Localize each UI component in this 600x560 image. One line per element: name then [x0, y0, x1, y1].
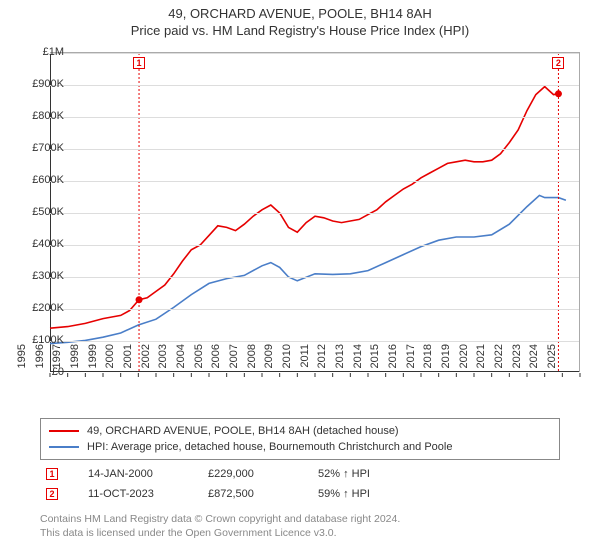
xtick-label: 2006 [210, 344, 222, 384]
legend-label: 49, ORCHARD AVENUE, POOLE, BH14 8AH (det… [87, 425, 399, 437]
chart-subtitle: Price paid vs. HM Land Registry's House … [0, 23, 600, 38]
transaction-marker: 2 [552, 57, 564, 69]
gridline-h [50, 245, 579, 246]
transaction-date: 14-JAN-2000 [88, 468, 208, 480]
xtick-label: 2007 [228, 344, 240, 384]
legend-box: 49, ORCHARD AVENUE, POOLE, BH14 8AH (det… [40, 418, 560, 460]
xtick-label: 2008 [246, 344, 258, 384]
xtick-label: 2001 [122, 344, 134, 384]
xtick-label: 2000 [104, 344, 116, 384]
footer-attribution: Contains HM Land Registry data © Crown c… [40, 512, 400, 540]
transaction-marker: 1 [133, 57, 145, 69]
xtick-label: 2024 [528, 344, 540, 384]
ytick-label: £300K [32, 270, 64, 282]
series-line-property [50, 87, 558, 329]
xtick-label: 2023 [511, 344, 523, 384]
xtick-label: 2017 [405, 344, 417, 384]
gridline-h [50, 309, 579, 310]
xtick-label: 2004 [175, 344, 187, 384]
footer-line-1: Contains HM Land Registry data © Crown c… [40, 512, 400, 526]
ytick-label: £900K [32, 78, 64, 90]
legend-row: HPI: Average price, detached house, Bour… [49, 439, 551, 455]
xtick-label: 2009 [263, 344, 275, 384]
transaction-row: 1 14-JAN-2000£229,00052% ↑ HPI [40, 464, 560, 484]
footer-line-2: This data is licensed under the Open Gov… [40, 526, 400, 540]
transaction-price: £872,500 [208, 488, 318, 500]
transaction-point [555, 90, 562, 97]
xtick-label: 1998 [69, 344, 81, 384]
xtick-label: 2021 [475, 344, 487, 384]
xtick-label: 2019 [440, 344, 452, 384]
ytick-label: £500K [32, 206, 64, 218]
xtick-label: 2003 [157, 344, 169, 384]
xtick-label: 2020 [458, 344, 470, 384]
chart-plot-area: 12 [50, 52, 580, 372]
xtick-label: 2018 [422, 344, 434, 384]
xtick-label: 1996 [34, 344, 46, 384]
transaction-date: 11-OCT-2023 [88, 488, 208, 500]
transaction-delta: 52% ↑ HPI [318, 468, 428, 480]
ytick-label: £200K [32, 302, 64, 314]
transaction-price: £229,000 [208, 468, 318, 480]
transaction-delta: 59% ↑ HPI [318, 488, 428, 500]
ytick-label: £700K [32, 142, 64, 154]
transaction-row-marker: 1 [46, 468, 58, 480]
xtick-label: 2013 [334, 344, 346, 384]
gridline-h [50, 85, 579, 86]
xtick-label: 1999 [87, 344, 99, 384]
xtick-label: 2011 [299, 344, 311, 384]
xtick-label: 2002 [140, 344, 152, 384]
gridline-h [50, 341, 579, 342]
gridline-h [50, 117, 579, 118]
xtick-label: 2015 [369, 344, 381, 384]
transaction-row: 2 11-OCT-2023£872,50059% ↑ HPI [40, 484, 560, 504]
ytick-label: £600K [32, 174, 64, 186]
legend-swatch [49, 430, 79, 432]
gridline-h [50, 213, 579, 214]
legend-swatch [49, 446, 79, 448]
gridline-h [50, 277, 579, 278]
xtick-label: 1995 [16, 344, 28, 384]
series-line-hpi [50, 195, 566, 343]
ytick-label: £800K [32, 110, 64, 122]
legend-label: HPI: Average price, detached house, Bour… [87, 441, 452, 453]
gridline-h [50, 53, 579, 54]
transaction-row-marker: 2 [46, 488, 58, 500]
xtick-label: 2005 [193, 344, 205, 384]
xtick-label: 2022 [493, 344, 505, 384]
xtick-label: 2016 [387, 344, 399, 384]
ytick-label: £1M [43, 46, 64, 58]
transaction-point [136, 296, 143, 303]
ytick-label: £400K [32, 238, 64, 250]
legend-row: 49, ORCHARD AVENUE, POOLE, BH14 8AH (det… [49, 423, 551, 439]
transaction-table: 1 14-JAN-2000£229,00052% ↑ HPI 2 11-OCT-202… [40, 464, 560, 504]
gridline-h [50, 149, 579, 150]
gridline-h [50, 181, 579, 182]
xtick-label: 1997 [51, 344, 63, 384]
xtick-label: 2010 [281, 344, 293, 384]
xtick-label: 2014 [352, 344, 364, 384]
xtick-label: 2012 [316, 344, 328, 384]
xtick-label: 2025 [546, 344, 558, 384]
chart-title: 49, ORCHARD AVENUE, POOLE, BH14 8AH [0, 6, 600, 21]
